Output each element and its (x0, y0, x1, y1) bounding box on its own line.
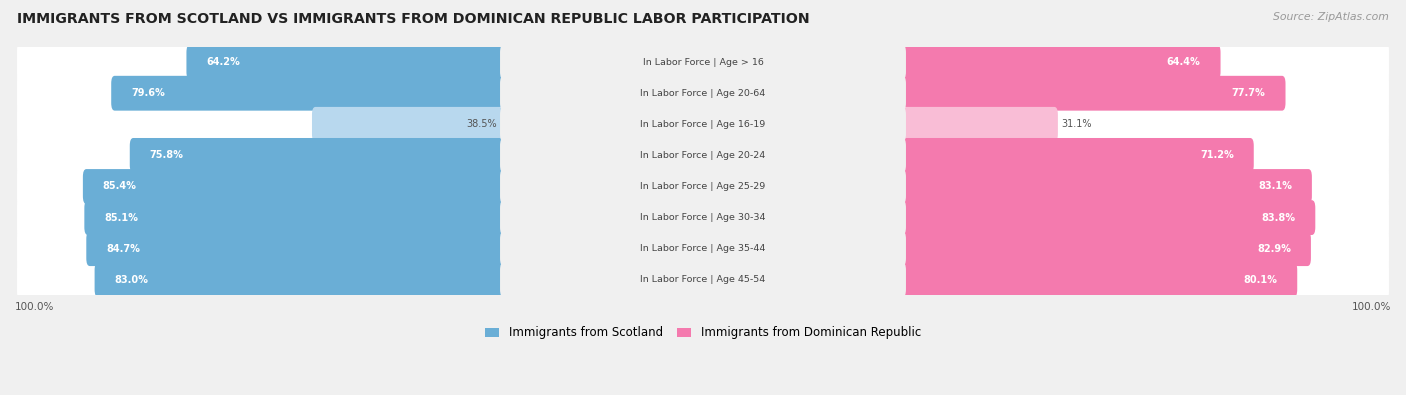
FancyBboxPatch shape (898, 138, 1254, 173)
FancyBboxPatch shape (898, 200, 1315, 235)
FancyBboxPatch shape (898, 107, 1057, 142)
Text: 84.7%: 84.7% (107, 244, 141, 254)
FancyBboxPatch shape (129, 138, 508, 173)
Text: 31.1%: 31.1% (1062, 119, 1092, 129)
FancyBboxPatch shape (17, 73, 1389, 113)
FancyBboxPatch shape (501, 76, 905, 111)
Text: In Labor Force | Age 35-44: In Labor Force | Age 35-44 (640, 244, 766, 253)
Text: 75.8%: 75.8% (149, 150, 184, 160)
Text: In Labor Force | Age 20-64: In Labor Force | Age 20-64 (640, 89, 766, 98)
FancyBboxPatch shape (898, 169, 1312, 204)
FancyBboxPatch shape (17, 42, 1389, 82)
Text: IMMIGRANTS FROM SCOTLAND VS IMMIGRANTS FROM DOMINICAN REPUBLIC LABOR PARTICIPATI: IMMIGRANTS FROM SCOTLAND VS IMMIGRANTS F… (17, 12, 810, 26)
FancyBboxPatch shape (17, 135, 1389, 175)
FancyBboxPatch shape (501, 107, 905, 142)
Text: 64.2%: 64.2% (207, 57, 240, 67)
FancyBboxPatch shape (898, 262, 1298, 297)
Text: 83.8%: 83.8% (1261, 213, 1295, 222)
Legend: Immigrants from Scotland, Immigrants from Dominican Republic: Immigrants from Scotland, Immigrants fro… (481, 322, 925, 344)
FancyBboxPatch shape (898, 45, 1220, 79)
FancyBboxPatch shape (501, 45, 905, 79)
Text: 83.0%: 83.0% (114, 275, 149, 285)
FancyBboxPatch shape (111, 76, 508, 111)
Text: 100.0%: 100.0% (15, 302, 55, 312)
FancyBboxPatch shape (86, 231, 508, 266)
FancyBboxPatch shape (898, 76, 1285, 111)
Text: 85.1%: 85.1% (104, 213, 138, 222)
Text: 79.6%: 79.6% (131, 88, 165, 98)
FancyBboxPatch shape (501, 200, 905, 235)
FancyBboxPatch shape (17, 229, 1389, 269)
FancyBboxPatch shape (898, 231, 1310, 266)
Text: In Labor Force | Age 16-19: In Labor Force | Age 16-19 (640, 120, 766, 129)
Text: 83.1%: 83.1% (1258, 181, 1292, 192)
Text: In Labor Force | Age > 16: In Labor Force | Age > 16 (643, 58, 763, 67)
Text: In Labor Force | Age 20-24: In Labor Force | Age 20-24 (640, 151, 766, 160)
FancyBboxPatch shape (17, 104, 1389, 144)
FancyBboxPatch shape (312, 107, 508, 142)
Text: In Labor Force | Age 45-54: In Labor Force | Age 45-54 (640, 275, 766, 284)
FancyBboxPatch shape (501, 138, 905, 173)
FancyBboxPatch shape (17, 198, 1389, 237)
Text: 82.9%: 82.9% (1257, 244, 1291, 254)
FancyBboxPatch shape (501, 262, 905, 297)
Text: 100.0%: 100.0% (1351, 302, 1391, 312)
Text: 80.1%: 80.1% (1243, 275, 1277, 285)
FancyBboxPatch shape (501, 231, 905, 266)
FancyBboxPatch shape (501, 169, 905, 204)
FancyBboxPatch shape (17, 260, 1389, 300)
Text: 71.2%: 71.2% (1201, 150, 1234, 160)
Text: 38.5%: 38.5% (465, 119, 496, 129)
Text: 85.4%: 85.4% (103, 181, 136, 192)
Text: Source: ZipAtlas.com: Source: ZipAtlas.com (1274, 12, 1389, 22)
Text: In Labor Force | Age 30-34: In Labor Force | Age 30-34 (640, 213, 766, 222)
FancyBboxPatch shape (17, 167, 1389, 206)
FancyBboxPatch shape (187, 45, 508, 79)
Text: 77.7%: 77.7% (1232, 88, 1265, 98)
Text: In Labor Force | Age 25-29: In Labor Force | Age 25-29 (640, 182, 766, 191)
FancyBboxPatch shape (84, 200, 508, 235)
FancyBboxPatch shape (83, 169, 508, 204)
Text: 64.4%: 64.4% (1167, 57, 1201, 67)
FancyBboxPatch shape (94, 262, 508, 297)
